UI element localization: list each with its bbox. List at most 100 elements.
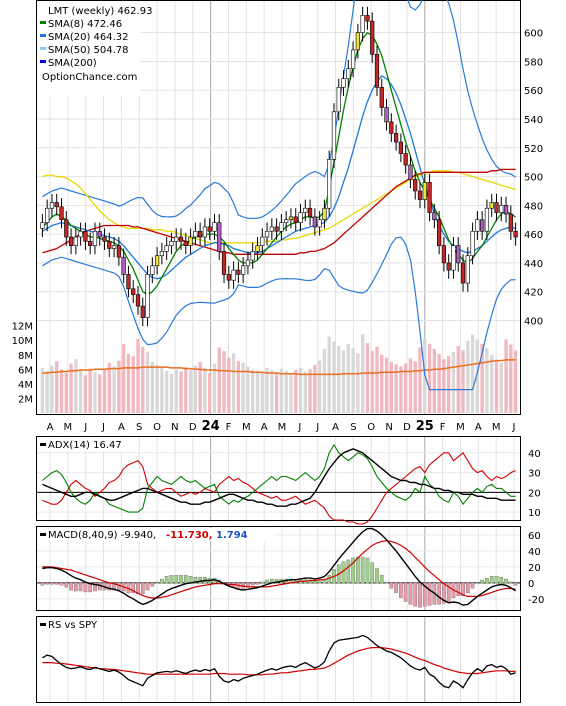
volume-bar xyxy=(227,357,231,413)
price-candle xyxy=(298,212,303,223)
macd-histogram-bar xyxy=(475,582,480,584)
price-candle xyxy=(460,262,466,284)
price-candle xyxy=(202,226,208,238)
price-candle xyxy=(293,216,298,223)
volume-bar xyxy=(461,350,465,413)
legend-swatch-sma200 xyxy=(40,60,46,63)
x-tick-label: J xyxy=(101,422,105,433)
macd-histogram-bar xyxy=(461,582,465,596)
macd-histogram-bar xyxy=(442,582,446,604)
volume-bar xyxy=(466,340,470,413)
price-candle xyxy=(427,182,432,213)
volume-bar xyxy=(198,362,202,413)
macd-histogram-bar xyxy=(40,582,45,586)
price-candle xyxy=(398,141,404,154)
volume-bar xyxy=(40,367,45,413)
volume-bar xyxy=(427,343,432,413)
volume-bar xyxy=(365,343,370,413)
macd-tick-label: 60 xyxy=(528,531,541,542)
volume-bar xyxy=(413,361,417,413)
volume-bar xyxy=(380,354,384,413)
volume-bar xyxy=(98,374,102,413)
macd-histogram-bar xyxy=(351,557,355,584)
adx-tick-label: 30 xyxy=(528,469,541,480)
legend-background xyxy=(38,2,140,96)
price-tick-label: 540 xyxy=(524,115,543,126)
volume-bar xyxy=(203,367,207,413)
volume-bar xyxy=(499,362,503,413)
macd-histogram-bar xyxy=(504,578,508,584)
macd-histogram-bar xyxy=(370,562,375,584)
macd-signal-line xyxy=(42,539,516,599)
macd-histogram-bar xyxy=(480,579,484,584)
x-tick-label: A xyxy=(332,422,339,433)
macd-histogram-bar xyxy=(145,582,150,591)
volume-bar xyxy=(83,375,88,413)
adx-legend-bg xyxy=(38,438,122,451)
sma200-line xyxy=(42,168,516,255)
volume-bar xyxy=(246,366,250,413)
x-tick-label: N xyxy=(171,422,178,433)
price-candle xyxy=(45,207,50,223)
rs-panel-frame xyxy=(36,616,521,703)
price-candle xyxy=(174,236,179,242)
volume-bar xyxy=(155,364,159,413)
price-tick-label: 400 xyxy=(524,316,543,327)
x-tick-label: J xyxy=(512,422,516,433)
price-candle xyxy=(255,245,260,252)
macd-histogram-bar xyxy=(422,582,427,607)
volume-bar xyxy=(375,346,379,413)
price-candle xyxy=(331,111,337,160)
price-candle xyxy=(59,206,64,221)
macd-histogram-bar xyxy=(160,578,164,584)
price-candle xyxy=(212,222,217,232)
price-candle xyxy=(183,241,188,246)
macd-histogram-bar xyxy=(485,577,489,584)
volume-average-line xyxy=(42,359,516,376)
volume-bar xyxy=(150,362,155,413)
x-tick-label: F xyxy=(440,422,446,433)
price-candle xyxy=(231,269,236,281)
macd-histogram-bar xyxy=(255,582,260,585)
price-candle xyxy=(312,216,317,228)
volume-bar xyxy=(107,362,111,413)
volume-bar xyxy=(317,360,322,413)
macd-histogram-bar xyxy=(513,582,518,586)
volume-bar xyxy=(265,367,269,413)
rs-swatch xyxy=(40,623,46,626)
adx-line xyxy=(42,448,516,507)
price-candle xyxy=(327,159,332,209)
x-tick-label: J xyxy=(297,422,301,433)
macd-histogram-bar xyxy=(489,576,494,584)
price-candle xyxy=(250,251,255,261)
x-tick-label: J xyxy=(83,422,87,433)
macd-histogram-bar xyxy=(389,582,394,589)
price-candle xyxy=(360,15,365,33)
volume-bar xyxy=(432,348,437,413)
price-tick-label: 440 xyxy=(524,259,543,270)
price-candle xyxy=(88,241,93,246)
axis-labels: A M J J A S O N D 24 F M A M J J A S O N D 25 F M A M J40042044046… xyxy=(12,29,545,606)
price-candle xyxy=(503,205,509,215)
x-tick-label: A xyxy=(475,422,482,433)
volume-bar xyxy=(217,347,221,413)
price-candle xyxy=(207,226,212,232)
volume-bar xyxy=(332,341,336,413)
x-tick-label: F xyxy=(226,422,232,433)
x-tick-label: M xyxy=(242,422,251,433)
volume-bar xyxy=(55,361,59,413)
volume-bar xyxy=(93,372,97,413)
volume-bar xyxy=(384,357,389,413)
macd-histogram-bar xyxy=(499,576,504,584)
indicator-lines xyxy=(37,443,520,689)
macd-tick-label: 20 xyxy=(528,563,541,574)
macd-histogram-bar xyxy=(356,556,360,584)
macd-histogram-bar xyxy=(54,582,59,585)
price-candle xyxy=(116,245,121,258)
volume-bar xyxy=(169,373,174,413)
price-candle xyxy=(49,202,55,209)
volume-bar xyxy=(394,364,398,413)
rs-title: RS vs SPY xyxy=(48,620,98,631)
volume-bar xyxy=(308,369,312,413)
macd-histogram-bar xyxy=(136,582,140,595)
